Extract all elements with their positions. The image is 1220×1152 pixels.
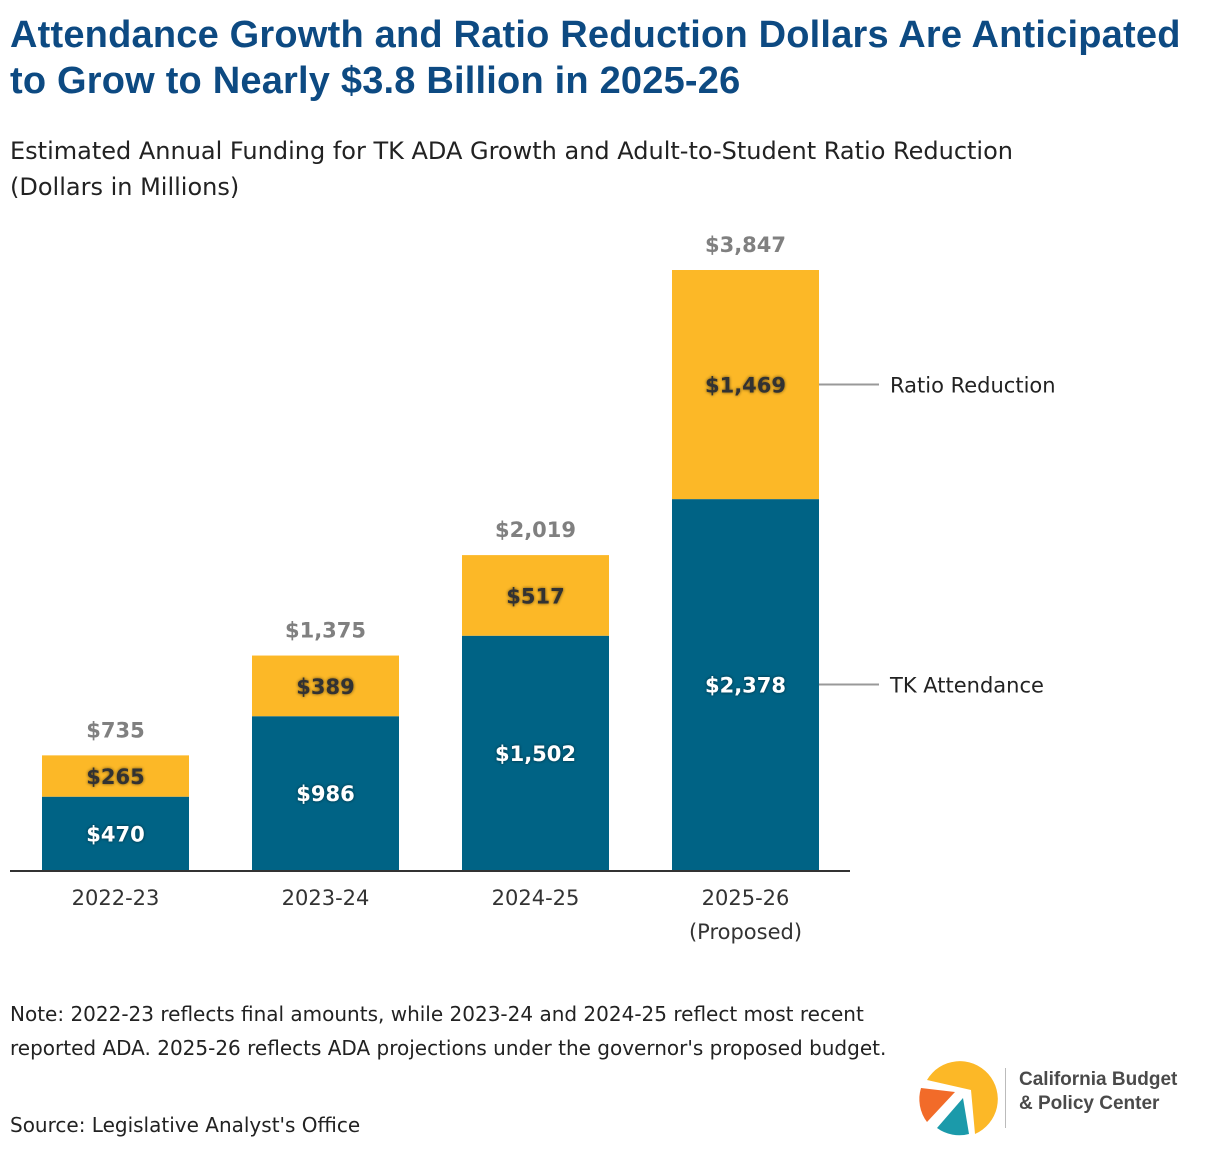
subtitle-line-1: Estimated Annual Funding for TK ADA Grow… — [10, 137, 1013, 165]
total-label-2025-26: $3,847 — [705, 233, 786, 257]
logo-line-2: & Policy Center — [1019, 1093, 1160, 1114]
bar-ratio-reduction-2023-24 — [252, 655, 399, 717]
bar-tk-attendance-2022-23 — [42, 796, 189, 870]
chart-title: Attendance Growth and Ratio Reduction Do… — [10, 14, 1181, 102]
bar-tk-attendance-2025-26 — [672, 499, 819, 870]
total-label-2023-24: $1,375 — [285, 619, 366, 643]
data-label-tk-attendance-2022-23: $470 — [86, 822, 144, 846]
x-tick-label-2024-25: 2024-25 — [492, 886, 580, 910]
data-label-ratio-reduction-2022-23: $265 — [86, 765, 144, 789]
logo-line-1: California Budget — [1019, 1069, 1178, 1090]
logo-divider — [1005, 1068, 1006, 1128]
x-tick-label-2023-24: 2023-24 — [282, 886, 370, 910]
bar-ratio-reduction-2024-25 — [462, 555, 609, 636]
stacked-bar-chart: $470 $265 $735 2022-23 $986 $389 $1,375 2023-24… — [10, 233, 1056, 944]
subtitle-line-2: (Dollars in Millions) — [10, 173, 240, 201]
chart-source: Source: Legislative Analyst's Office — [10, 1113, 361, 1137]
data-label-tk-attendance-2024-25: $1,502 — [495, 742, 576, 766]
data-label-tk-attendance-2025-26: $2,378 — [705, 674, 786, 698]
bar-tk-attendance-2023-24 — [252, 716, 399, 870]
chart-subtitle: Estimated Annual Funding for TK ADA Grow… — [10, 133, 1160, 205]
x-tick-label-2025-26: 2025-26 — [702, 886, 790, 910]
data-label-ratio-reduction-2025-26: $1,469 — [705, 374, 786, 398]
chart-note: Note: 2022-23 reflects final amounts, wh… — [10, 1002, 887, 1060]
total-label-2024-25: $2,019 — [495, 518, 576, 542]
logo-mark-icon — [919, 1061, 998, 1136]
x-tick-label-2022-23: 2022-23 — [72, 886, 160, 910]
legend-label-tk-attendance: TK Attendance — [889, 674, 1044, 698]
data-label-ratio-reduction-2024-25: $517 — [506, 584, 564, 608]
bar-ratio-reduction-2022-23 — [42, 755, 189, 797]
data-label-ratio-reduction-2023-24: $389 — [296, 675, 354, 699]
legend-label-ratio-reduction: Ratio Reduction — [890, 374, 1056, 398]
data-label-tk-attendance-2023-24: $986 — [296, 782, 354, 806]
bar-tk-attendance-2024-25 — [462, 635, 609, 870]
bar-ratio-reduction-2025-26 — [672, 270, 819, 500]
cbpc-logo: California Budget & Policy Center — [915, 1058, 1215, 1138]
logo-text: California Budget & Policy Center — [1019, 1068, 1177, 1116]
x-tick-sublabel-2025-26: (Proposed) — [689, 920, 802, 944]
total-label-2022-23: $735 — [86, 718, 144, 742]
